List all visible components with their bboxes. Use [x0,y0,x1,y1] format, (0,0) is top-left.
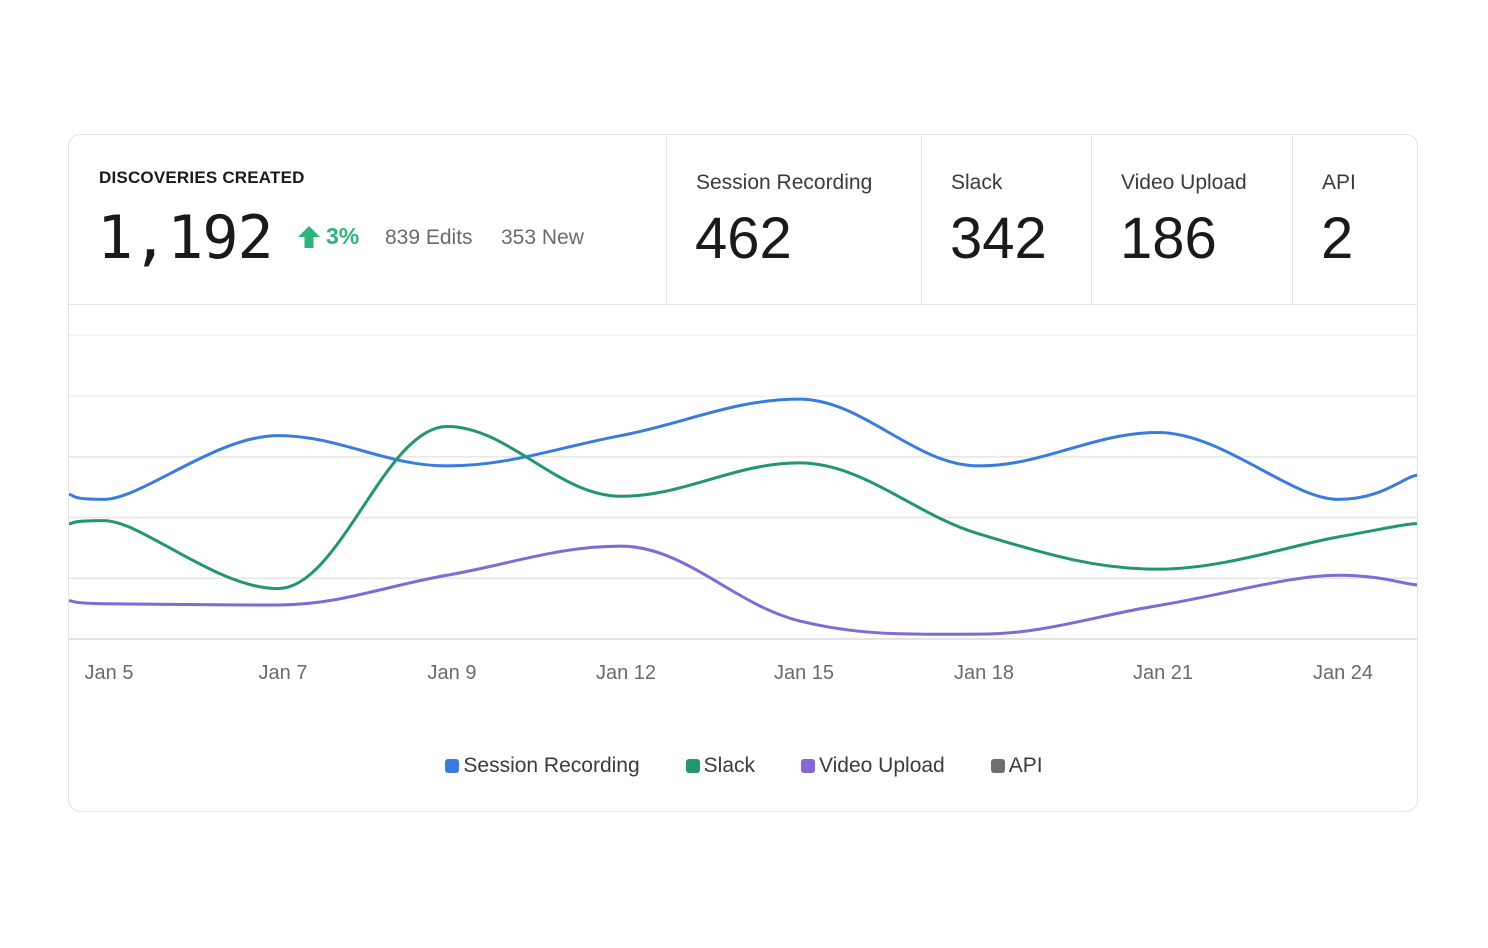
legend-label: Slack [703,754,756,777]
stat-value: 186 [1120,206,1217,271]
stat-video-upload: Video Upload 186 [1091,135,1292,305]
series-layer [69,397,1418,636]
legend-swatch [990,759,1005,773]
legend-item-video-upload[interactable]: Video Upload [801,751,945,781]
legend-label: API [1008,754,1043,777]
new-count: 353 New [501,226,584,249]
summary-title: DISCOVERIES CREATED [99,168,305,187]
edits-count: 839 Edits [385,226,473,249]
legend-swatch [445,759,460,773]
series-line-slack[interactable] [69,424,1418,591]
x-tick-label: Jan 21 [1133,662,1193,684]
grid-layer [69,334,1417,640]
discoveries-summary: DISCOVERIES CREATED 1,192 3% 839 Edits 3… [69,135,666,305]
stat-value: 2 [1321,206,1354,271]
stat-label: Session Recording [696,171,873,194]
x-axis-ticks: Jan 5 Jan 7 Jan 9 Jan 12 Jan 15 Jan 18 Jan 21 J… [85,662,1374,684]
total-discoveries-value: 1,192 [97,203,274,273]
stat-label: Slack [951,171,1003,194]
legend-swatch [801,759,816,773]
stat-value: 462 [695,206,792,271]
trend-percent: 3% [326,223,360,249]
x-tick-label: Jan 24 [1313,662,1373,684]
legend-item-session-recording[interactable]: Session Recording [445,751,640,781]
series-line-session-recording[interactable] [69,397,1418,501]
stat-session-recording: Session Recording 462 [666,135,921,305]
x-tick-label: Jan 9 [428,662,477,684]
legend-swatch [685,759,700,773]
stat-slack: Slack 342 [921,135,1091,305]
stat-value: 342 [950,206,1047,271]
line-chart-svg: Jan 5 Jan 7 Jan 9 Jan 12 Jan 15 Jan 18 Jan 21 J… [69,334,1418,684]
x-tick-label: Jan 18 [954,662,1014,684]
stats-row: DISCOVERIES CREATED 1,192 3% 839 Edits 3… [69,135,1417,305]
x-tick-label: Jan 12 [596,662,656,684]
stat-label: Video Upload [1121,171,1247,194]
x-tick-label: Jan 7 [259,662,308,684]
series-line-video-upload[interactable] [69,544,1418,636]
x-tick-label: Jan 15 [774,662,834,684]
line-chart: Jan 5 Jan 7 Jan 9 Jan 12 Jan 15 Jan 18 Jan 21 J… [69,305,1418,695]
stat-label: API [1322,171,1356,194]
x-tick-label: Jan 5 [85,662,134,684]
stat-api: API 2 [1292,135,1417,305]
legend-item-api[interactable]: API [990,751,1043,781]
trend-indicator: 3% [296,223,359,250]
legend-label: Session Recording [463,754,640,777]
chart-legend: Session Recording Slack Video Upload API [69,751,1417,781]
legend-label: Video Upload [819,754,945,777]
arrow-up-icon [298,225,320,248]
legend-item-slack[interactable]: Slack [685,751,756,781]
discoveries-card: DISCOVERIES CREATED 1,192 3% 839 Edits 3… [68,134,1418,812]
